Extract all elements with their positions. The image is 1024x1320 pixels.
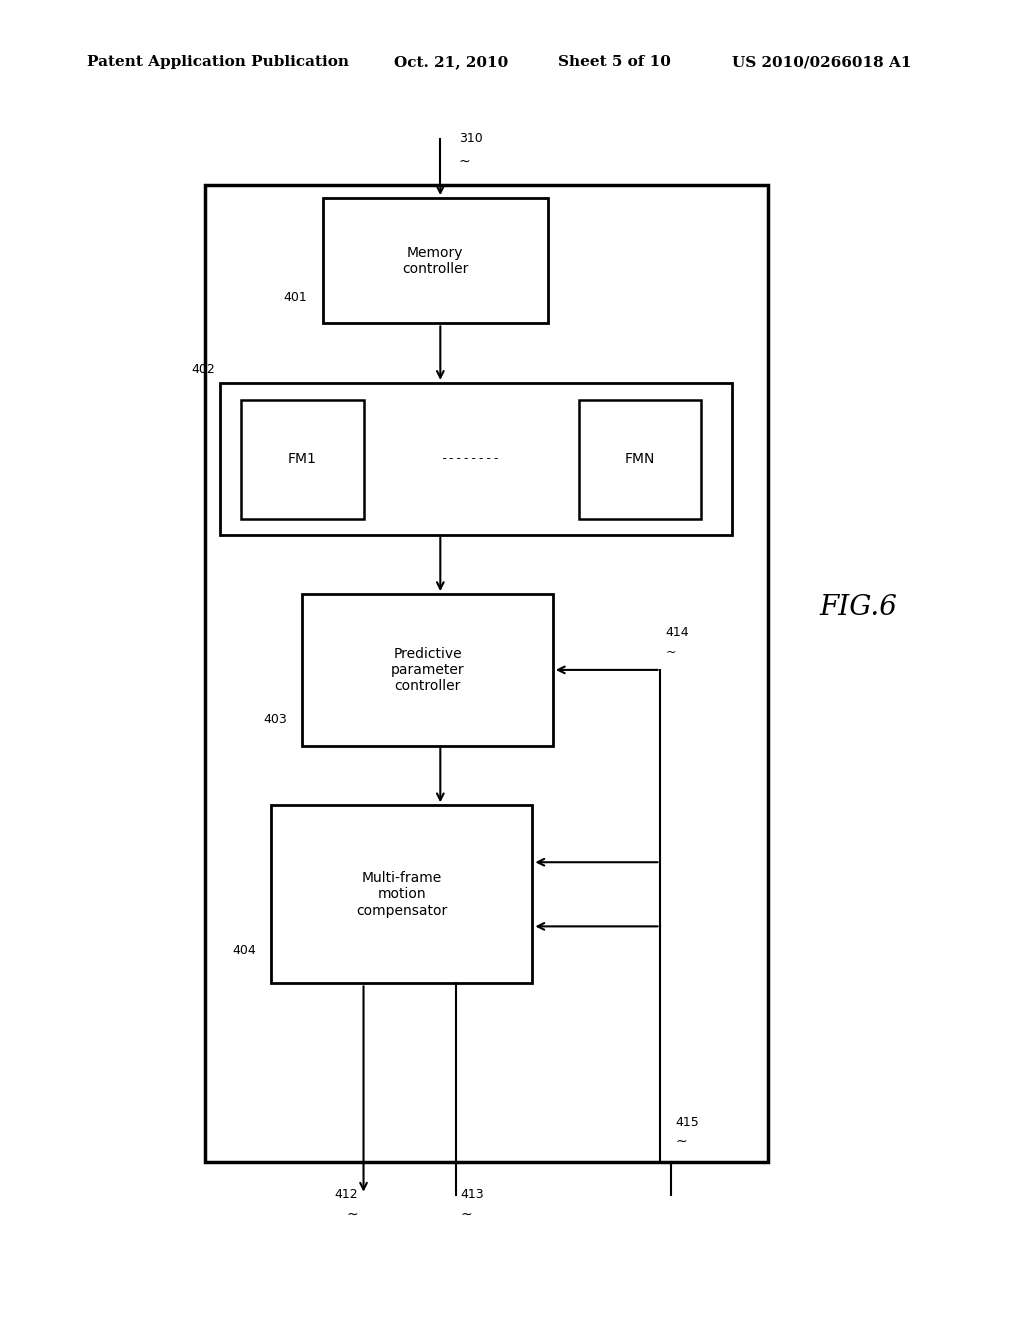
Text: 414: 414: [666, 627, 689, 639]
Text: Multi-frame
motion
compensator: Multi-frame motion compensator: [356, 871, 447, 917]
Bar: [302, 594, 553, 746]
Text: 412: 412: [335, 1188, 358, 1201]
Text: Sheet 5 of 10: Sheet 5 of 10: [558, 55, 671, 70]
Text: US 2010/0266018 A1: US 2010/0266018 A1: [732, 55, 911, 70]
Bar: [220, 383, 732, 535]
Text: ~: ~: [347, 1208, 358, 1222]
Text: 310: 310: [459, 132, 482, 145]
Text: Predictive
parameter
controller: Predictive parameter controller: [391, 647, 464, 693]
Text: ~: ~: [461, 1208, 472, 1222]
Text: ~: ~: [459, 154, 470, 169]
Text: 401: 401: [284, 290, 307, 304]
Text: 402: 402: [191, 363, 215, 376]
Text: Patent Application Publication: Patent Application Publication: [87, 55, 349, 70]
Bar: [241, 400, 364, 519]
Text: 413: 413: [461, 1188, 484, 1201]
Text: ~: ~: [666, 647, 676, 659]
Bar: [323, 198, 548, 323]
Text: --------: --------: [441, 453, 501, 465]
Text: FM1: FM1: [288, 453, 316, 466]
Bar: [579, 400, 701, 519]
Text: Oct. 21, 2010: Oct. 21, 2010: [394, 55, 509, 70]
Bar: [271, 805, 532, 983]
Text: FMN: FMN: [625, 453, 655, 466]
Text: Memory
controller: Memory controller: [402, 246, 468, 276]
Bar: [205, 185, 768, 1162]
Text: ~: ~: [676, 1135, 687, 1148]
Text: FIG.6: FIG.6: [819, 594, 897, 620]
Text: 415: 415: [676, 1115, 699, 1129]
Text: 404: 404: [232, 944, 256, 957]
Text: 403: 403: [263, 713, 287, 726]
